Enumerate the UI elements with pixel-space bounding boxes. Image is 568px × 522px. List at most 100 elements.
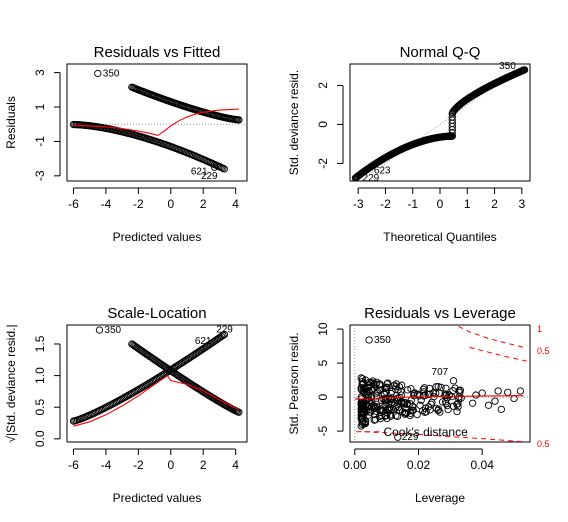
data-point [420,384,429,392]
data-point [472,391,480,399]
point-label: 621 [191,167,208,178]
data-point [449,377,458,385]
data-point [148,354,156,362]
data-point [139,347,147,356]
plot-frame [66,63,248,182]
point-label: 229 [216,324,233,335]
data-point [383,383,391,392]
data-point [95,326,104,334]
data-point [385,403,394,412]
point-label: 229 [363,173,380,184]
plot-area [69,326,243,427]
x-tick-label: 0.02 [407,458,431,472]
y-tick-label: 0 [316,393,330,400]
x-tick-label: 0 [437,197,444,211]
data-point [147,353,155,362]
data-point [140,348,148,357]
data-point [369,377,377,385]
y-tick-label: 0.5 [33,399,47,416]
data-point [434,406,442,415]
x-tick-label: -2 [133,197,144,211]
y-tick-label: -3 [33,170,47,181]
y-tick-label: -2 [316,158,330,169]
data-point [358,375,367,383]
x-axis-label: Theoretical Quantiles [383,230,496,244]
data-point [413,390,421,398]
x-tick-label: 4 [232,197,239,211]
data-point [448,110,456,118]
normal-qq-panel: Normal Q-Q Theoretical Quantiles Std. devi… [287,44,531,244]
data-point [372,392,381,400]
data-point [220,165,228,173]
data-point [151,356,159,364]
cooks-contour-label: 1 [537,324,542,334]
data-point [432,383,440,391]
x-tick-label: 0 [167,197,174,211]
cooks-distance-contour [454,325,527,349]
data-point [384,379,392,387]
x-tick-label: 1 [464,197,471,211]
x-tick-label: 3 [518,197,525,211]
data-point [94,69,102,78]
data-point [383,414,391,423]
plot-title: Normal Q-Q [400,44,481,61]
x-tick-label: -2 [133,458,144,472]
data-point [128,340,136,348]
x-tick-label: 0 [167,458,174,472]
plot-frame [66,324,248,443]
data-point [152,357,160,365]
data-point [235,408,243,416]
data-point [357,422,365,430]
data-point [220,330,228,339]
point-label: 229 [402,432,419,443]
y-axis-label: Std. deviance resid. [287,70,301,175]
y-tick-label: 1.5 [33,335,47,352]
data-point [478,389,486,397]
data-point [453,400,461,408]
data-point [153,357,161,366]
data-point [427,400,435,408]
x-tick-label: -6 [68,458,79,472]
data-point [358,400,367,408]
smoother-line [354,395,524,400]
data-point [469,399,477,407]
data-point [419,385,427,394]
plot-area [351,64,529,181]
data-point [210,163,219,171]
data-point [456,386,464,394]
data-point [133,343,141,351]
data-point [137,347,146,355]
data-point [380,389,388,398]
cooks-distance-contour [469,346,527,362]
data-point [141,349,149,357]
data-point [421,404,430,412]
data-point [392,411,400,420]
x-axis-label: Leverage [415,491,465,505]
y-tick-label: 2 [316,82,330,89]
data-point [135,345,143,353]
x-tick-label: -6 [68,197,79,211]
cooks-distance-contour [364,431,527,442]
data-point [365,336,373,344]
data-point [143,351,152,359]
data-point [381,395,390,403]
data-point [383,380,391,388]
point-label: 229 [201,171,218,182]
data-point [387,395,395,404]
y-tick-label: 1 [33,103,47,110]
data-point [516,387,525,395]
point-label: 350 [104,325,121,336]
y-axis-label: Std. Pearson resid. [287,332,301,434]
data-point [494,387,502,395]
data-point [365,378,373,387]
data-point [136,346,144,354]
y-axis-label: √|Std. deviance resid.| [4,324,18,442]
data-point [497,405,505,413]
x-tick-label: 2 [200,197,207,211]
data-point [409,402,417,411]
y-tick-label: -1 [33,136,47,147]
y-tick-label: 0 [316,121,330,128]
x-axis-label: Predicted values [113,230,202,244]
data-point [364,411,373,419]
